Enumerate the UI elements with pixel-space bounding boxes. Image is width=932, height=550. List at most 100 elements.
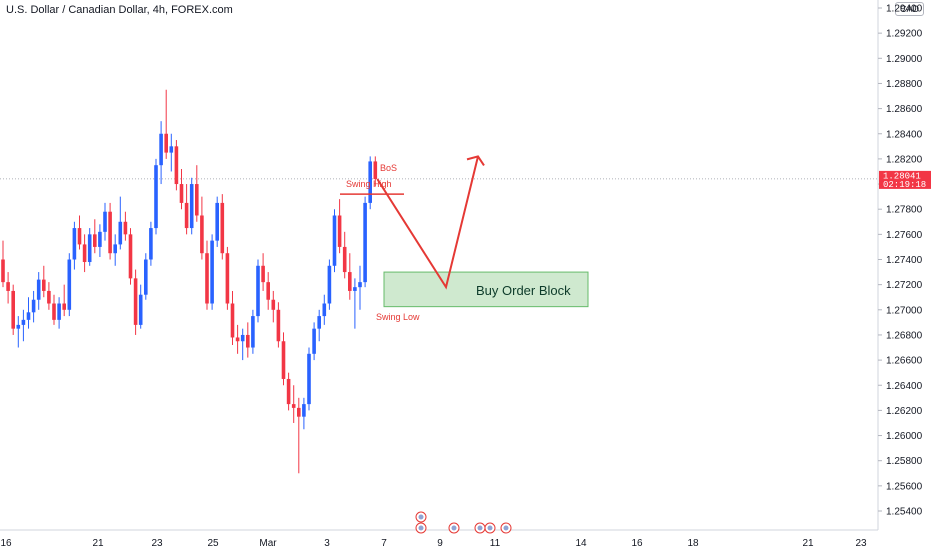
candle-body: [87, 234, 92, 263]
order-block-label: Buy Order Block: [476, 283, 571, 298]
event-flag-dot: [503, 525, 509, 531]
candle-body: [348, 272, 352, 291]
candle-body: [251, 316, 255, 348]
candle-body: [62, 303, 66, 310]
time-tick-label: 7: [381, 538, 387, 549]
candle-body: [98, 231, 102, 247]
candle-body: [123, 221, 128, 235]
candle-body: [342, 246, 347, 273]
price-tick-label: 1.26800: [886, 330, 923, 341]
candle-body: [322, 303, 327, 317]
time-tick-label: 21: [92, 538, 104, 549]
candle-body: [210, 240, 214, 304]
projection-arrow-head: [466, 155, 485, 166]
candle-body: [133, 278, 138, 325]
candle-body: [169, 146, 174, 153]
candle-body: [317, 316, 321, 329]
price-tick-label: 1.28600: [886, 104, 923, 115]
candle-body: [72, 228, 77, 260]
time-tick-label: 25: [207, 538, 219, 549]
price-tick-label: 1.25600: [886, 481, 923, 492]
time-tick-label: 16: [631, 538, 643, 549]
candle-body: [368, 161, 372, 203]
price-tick-label: 1.27000: [886, 305, 923, 316]
candle-body: [230, 303, 235, 338]
candle-body: [42, 279, 46, 291]
price-tick-label: 1.29200: [886, 29, 923, 40]
order-block-rect: [383, 271, 589, 308]
candle-body: [77, 228, 82, 245]
candle-body: [220, 202, 225, 254]
candle-body: [240, 334, 245, 342]
price-tick-label: 1.26400: [886, 381, 923, 392]
candle-body: [159, 133, 163, 166]
event-flag-dot: [487, 525, 493, 531]
time-tick-label: 9: [437, 538, 443, 549]
event-flag-dot: [418, 514, 424, 520]
candle-body: [67, 259, 72, 310]
candle-body: [256, 265, 260, 317]
countdown-label: 02:19:18: [883, 180, 926, 190]
candle-body: [82, 244, 87, 263]
time-tick-label: 21: [802, 538, 814, 549]
candle-body: [11, 290, 15, 329]
candle-body: [281, 341, 286, 379]
projection-path: [376, 156, 479, 290]
candle-body: [189, 184, 194, 229]
candle-body: [6, 282, 10, 291]
candle-body: [271, 299, 276, 310]
candle-body: [128, 234, 133, 279]
bos-label: BoS: [380, 163, 397, 173]
event-flag-dot: [418, 525, 424, 531]
swing-low-label: Swing Low: [376, 312, 420, 322]
candle-body: [291, 404, 296, 408]
candle-body: [337, 215, 342, 247]
time-tick-label: 23: [151, 538, 163, 549]
candle-body: [184, 202, 189, 229]
buy-order-block: Buy Order Block: [383, 271, 589, 308]
candle-body: [363, 202, 367, 283]
candle-body: [327, 265, 332, 304]
candle-body: [195, 184, 199, 216]
economic-events: [415, 511, 512, 534]
currency-button[interactable]: CAD: [894, 2, 924, 16]
candle-body: [373, 161, 378, 180]
price-tick-label: 1.26000: [886, 431, 923, 442]
candle-body: [358, 282, 362, 288]
candle-body: [138, 294, 143, 325]
candle-body: [307, 353, 311, 405]
candle-body: [225, 253, 230, 304]
annotations: Swing High BoS Swing Low: [340, 155, 485, 322]
candle-body: [179, 184, 184, 203]
time-tick-label: 18: [687, 538, 699, 549]
time-tick-label: 16: [0, 538, 12, 549]
candle-body: [118, 221, 123, 245]
candle-body: [205, 253, 209, 304]
candle-body: [108, 211, 112, 254]
candle-body: [235, 337, 240, 342]
candle-body: [200, 215, 204, 254]
candle-body: [266, 282, 270, 300]
time-tick-label: Mar: [259, 538, 277, 549]
time-axis: 16 21 23 25 Mar 3 7 9 11 14 16 18 21 23: [0, 529, 878, 549]
candle-body: [261, 265, 265, 283]
price-tick-label: 1.27200: [886, 280, 923, 291]
candle-body: [246, 334, 250, 348]
price-tick-label: 1.27400: [886, 255, 923, 266]
candles: [1, 89, 378, 474]
candle-body: [154, 165, 158, 229]
candle-body: [215, 202, 219, 241]
candle-body: [31, 299, 36, 313]
price-axis: 1.25400 1.25600 1.25800 1.26000 1.26200 1.264…: [877, 0, 931, 530]
candle-body: [47, 290, 51, 304]
candle-body: [332, 215, 337, 266]
candle-body: [312, 328, 316, 354]
candle-body: [1, 259, 5, 283]
time-tick-label: 14: [575, 538, 587, 549]
candle-body: [93, 234, 97, 247]
price-tick-label: 1.26600: [886, 356, 923, 367]
price-tick-label: 1.25800: [886, 456, 923, 467]
candle-body: [353, 287, 357, 291]
candle-body: [276, 309, 281, 342]
